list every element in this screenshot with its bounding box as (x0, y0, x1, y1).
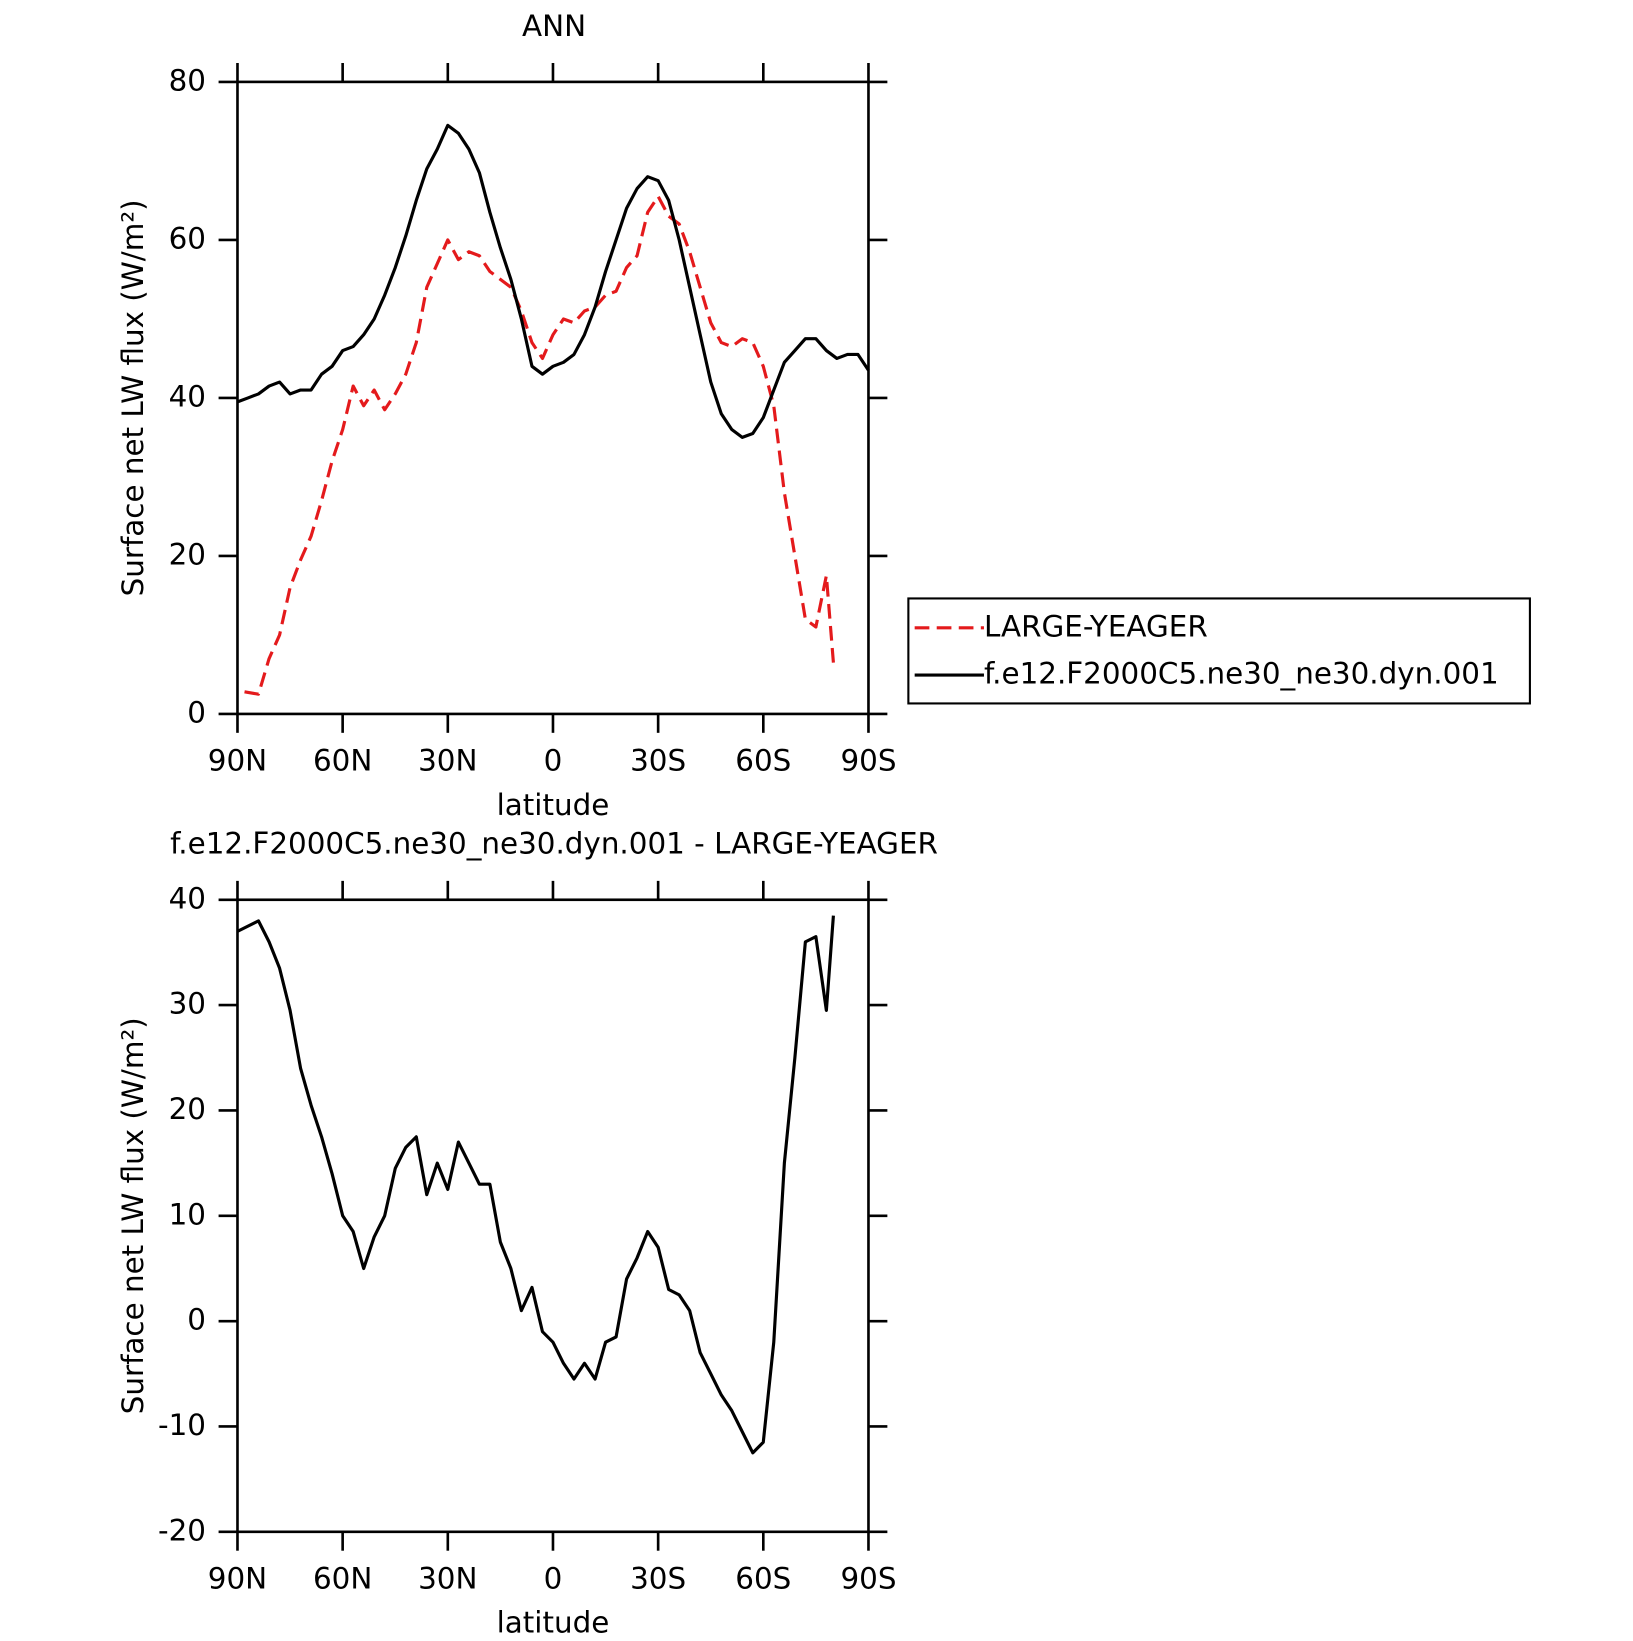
chart-title: f.e12.F2000C5.ne30_ne30.dyn.001 - LARGE-… (170, 827, 938, 861)
y-tick-label: 40 (169, 379, 206, 413)
plot-frame (236, 80, 870, 716)
chart-title: ANN (522, 9, 586, 43)
x-tick-label: 60N (313, 1562, 372, 1596)
x-tick-label: 90N (208, 1562, 267, 1596)
y-tick-label: -20 (158, 1513, 206, 1547)
legend-label: LARGE-YEAGER (984, 609, 1208, 643)
y-tick-label: 20 (169, 537, 206, 571)
y-tick-label: 60 (169, 221, 206, 255)
y-tick-label: 0 (187, 695, 206, 729)
x-tick-label: 30S (630, 744, 686, 778)
x-tick-label: 0 (544, 744, 563, 778)
y-tick-label: 10 (169, 1197, 206, 1231)
x-tick-label: 60S (735, 744, 791, 778)
y-axis-label: Surface net LW flux (W/m²) (116, 1017, 150, 1414)
y-axis-label: Surface net LW flux (W/m²) (116, 199, 150, 596)
legend-label: f.e12.F2000C5.ne30_ne30.dyn.001 (984, 657, 1499, 691)
data-line (236, 915, 835, 1455)
y-tick-label: -10 (158, 1408, 206, 1442)
x-tick-label: 60N (313, 744, 372, 778)
x-tick-label: 90S (840, 1562, 896, 1596)
data-line (244, 194, 835, 696)
legend-box (907, 597, 1531, 705)
plot-frame (236, 898, 870, 1534)
y-tick-label: 0 (187, 1303, 206, 1337)
x-tick-label: 90N (208, 744, 267, 778)
x-tick-label: 30N (418, 744, 477, 778)
y-tick-label: 40 (169, 881, 206, 915)
y-tick-label: 30 (169, 987, 206, 1021)
x-tick-label: 30S (630, 1562, 686, 1596)
x-tick-label: 30N (418, 1562, 477, 1596)
data-line (236, 123, 870, 439)
x-tick-label: 0 (544, 1562, 563, 1596)
x-tick-label: 90S (840, 744, 896, 778)
y-tick-label: 80 (169, 63, 206, 97)
x-tick-label: 60S (735, 1562, 791, 1596)
x-axis-label: latitude (497, 788, 610, 822)
y-tick-label: 20 (169, 1092, 206, 1126)
x-axis-label: latitude (497, 1606, 610, 1640)
